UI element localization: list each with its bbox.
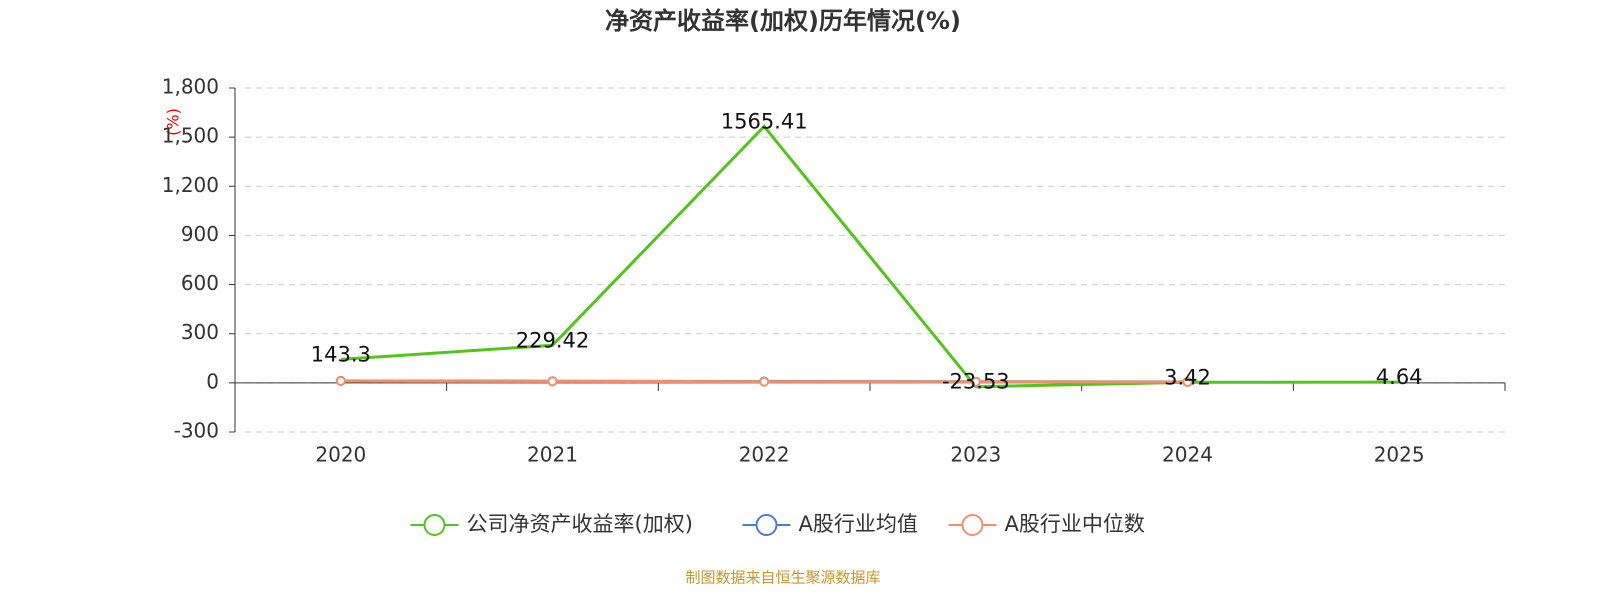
x-tick-label: 2023 bbox=[950, 443, 1001, 467]
data-label: -23.53 bbox=[942, 370, 1010, 394]
y-axis-label: (%) bbox=[164, 108, 183, 136]
y-tick-label: 900 bbox=[181, 222, 219, 246]
x-tick-label: 2020 bbox=[315, 443, 366, 467]
data-label: 229.42 bbox=[516, 328, 589, 352]
data-label: 3.42 bbox=[1164, 365, 1211, 389]
x-tick-label: 2021 bbox=[527, 443, 578, 467]
point bbox=[759, 376, 770, 387]
legend-marker bbox=[423, 514, 446, 536]
y-tick-label: 600 bbox=[181, 271, 219, 295]
y-tick-label: 0 bbox=[206, 369, 219, 393]
y-tick-label: 300 bbox=[181, 320, 219, 344]
y-tick-label: 1,200 bbox=[162, 173, 219, 197]
legend-label: 公司净资产收益率(加权) bbox=[467, 512, 693, 536]
y-tick-label: 1,800 bbox=[162, 75, 219, 99]
chart-title: 净资产收益率(加权)历年情况(%) bbox=[605, 7, 961, 35]
x-tick-label: 2022 bbox=[739, 443, 790, 467]
point bbox=[970, 376, 981, 387]
point bbox=[547, 376, 558, 387]
point bbox=[1182, 377, 1193, 388]
point bbox=[335, 376, 346, 387]
y-tick-label: -300 bbox=[174, 419, 219, 443]
legend-label: A股行业中位数 bbox=[1005, 512, 1145, 536]
legend-marker bbox=[755, 514, 778, 536]
series-line bbox=[340, 124, 1400, 389]
source-note: 制图数据来自恒生聚源数据库 bbox=[685, 569, 880, 587]
x-tick-label: 2025 bbox=[1374, 443, 1425, 467]
x-tick-label: 2024 bbox=[1162, 443, 1213, 467]
y-tick-label: 1,500 bbox=[162, 124, 219, 148]
legend-marker bbox=[961, 514, 984, 536]
data-label: 143.3 bbox=[311, 342, 371, 366]
data-label: 4.64 bbox=[1376, 365, 1423, 389]
data-label: 1565.41 bbox=[721, 109, 808, 133]
legend-label: A股行业均值 bbox=[799, 512, 918, 536]
